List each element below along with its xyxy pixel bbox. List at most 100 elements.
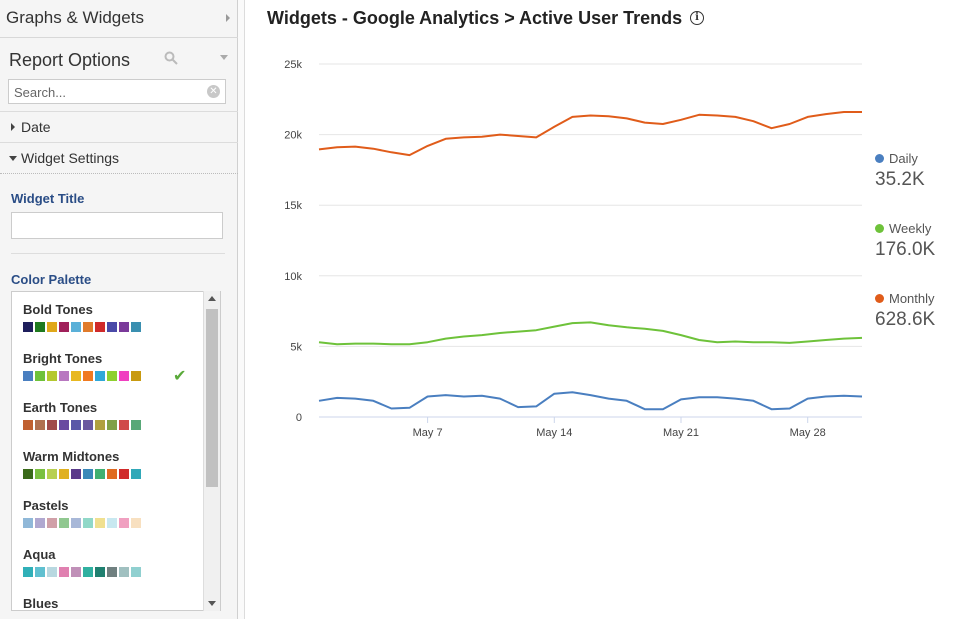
- color-swatch: [83, 567, 93, 577]
- clear-search-icon[interactable]: ✕: [207, 85, 220, 98]
- series-line-daily: [318, 391, 863, 411]
- section-widget-settings-label: Widget Settings: [21, 150, 120, 166]
- color-swatch: [131, 567, 141, 577]
- series-line-weekly: [318, 321, 863, 346]
- legend-dot-icon: [875, 224, 884, 233]
- scroll-up-icon[interactable]: [208, 296, 216, 301]
- palette-swatches: [23, 469, 141, 479]
- chevron-down-icon[interactable]: [220, 55, 228, 60]
- color-swatch: [71, 322, 81, 332]
- info-icon[interactable]: i: [690, 11, 704, 25]
- color-swatch: [107, 371, 117, 381]
- search-box: ✕: [8, 79, 226, 104]
- palette-name: Bright Tones: [23, 351, 103, 366]
- palette-option[interactable]: Warm Midtones: [23, 449, 141, 479]
- palette-option[interactable]: Bold Tones: [23, 302, 141, 332]
- palette-swatches: [23, 371, 141, 381]
- color-swatch: [23, 371, 33, 381]
- legend-label-row: Monthly: [875, 291, 935, 306]
- graphs-widgets-header[interactable]: Graphs & Widgets: [0, 0, 238, 38]
- search-icon[interactable]: [164, 51, 178, 65]
- palette-swatches: [23, 420, 141, 430]
- palette-name: Earth Tones: [23, 400, 98, 415]
- color-swatch: [95, 469, 105, 479]
- color-swatch: [35, 567, 45, 577]
- legend-series-name: Weekly: [889, 221, 932, 236]
- expand-arrow-icon[interactable]: [226, 14, 230, 22]
- x-tick-label: May 28: [790, 427, 826, 439]
- color-swatch: [95, 567, 105, 577]
- y-tick-label: 0: [296, 412, 302, 424]
- section-date-label: Date: [21, 119, 51, 135]
- color-swatch: [47, 371, 57, 381]
- color-swatch: [71, 469, 81, 479]
- palette-swatches: [23, 322, 141, 332]
- palette-name: Bold Tones: [23, 302, 93, 317]
- color-swatch: [23, 322, 33, 332]
- color-swatch: [35, 371, 45, 381]
- scroll-down-icon[interactable]: [208, 601, 216, 606]
- search-input[interactable]: [14, 83, 199, 101]
- y-tick-label: 25k: [284, 59, 302, 71]
- color-swatch: [35, 469, 45, 479]
- color-swatch: [107, 322, 117, 332]
- color-swatch: [107, 420, 117, 430]
- legend-dot-icon: [875, 294, 884, 303]
- color-swatch: [59, 371, 69, 381]
- divider: [0, 173, 238, 174]
- graphs-widgets-title: Graphs & Widgets: [6, 8, 144, 27]
- color-swatch: [71, 518, 81, 528]
- color-swatch: [23, 567, 33, 577]
- palette-option[interactable]: Bright Tones ✔: [23, 351, 186, 385]
- color-swatch: [95, 420, 105, 430]
- color-palette-label: Color Palette: [11, 272, 92, 287]
- color-swatch: [71, 567, 81, 577]
- color-swatch: [35, 420, 45, 430]
- scrollbar-thumb[interactable]: [206, 309, 218, 487]
- palette-option[interactable]: Aqua: [23, 547, 141, 577]
- palette-swatches: [23, 567, 141, 577]
- color-swatch: [119, 518, 129, 528]
- y-tick-label: 10k: [284, 271, 302, 283]
- legend-label-row: Daily: [875, 151, 925, 166]
- legend-series-name: Monthly: [889, 291, 935, 306]
- color-swatch: [83, 420, 93, 430]
- y-tick-label: 15k: [284, 200, 302, 212]
- color-swatch: [23, 518, 33, 528]
- color-swatch: [119, 322, 129, 332]
- palette-option[interactable]: Earth Tones: [23, 400, 141, 430]
- color-swatch: [71, 371, 81, 381]
- legend-series-name: Daily: [889, 151, 918, 166]
- color-swatch: [47, 469, 57, 479]
- palette-option[interactable]: Pastels: [23, 498, 141, 528]
- palette-name: Aqua: [23, 547, 56, 562]
- section-widget-settings[interactable]: Widget Settings: [0, 142, 238, 173]
- color-swatch: [107, 567, 117, 577]
- legend-dot-icon: [875, 154, 884, 163]
- color-swatch: [59, 469, 69, 479]
- legend-series-total: 35.2K: [875, 169, 925, 190]
- color-swatch: [23, 469, 33, 479]
- report-options-sidebar: Graphs & Widgets Report Options ✕ Date W…: [0, 0, 238, 619]
- active-user-trends-chart: 25k 20k 15k 10k 5k 0 May 7 May 14 May 21 May 28: [284, 59, 863, 439]
- legend-item-daily[interactable]: Daily 35.2K: [875, 151, 925, 191]
- color-swatch: [95, 371, 105, 381]
- report-options-title: Report Options: [9, 50, 131, 70]
- report-options-header: Report Options: [0, 38, 238, 78]
- x-tick-label: May 14: [536, 427, 572, 439]
- palette-scrollbar[interactable]: [203, 291, 220, 611]
- color-swatch: [119, 371, 129, 381]
- legend-item-monthly[interactable]: Monthly 628.6K: [875, 291, 935, 331]
- sidebar-resize-handle[interactable]: [238, 0, 245, 619]
- palette-option[interactable]: Blues: [23, 596, 58, 610]
- legend-series-total: 176.0K: [875, 239, 936, 260]
- color-swatch: [131, 469, 141, 479]
- legend-item-weekly[interactable]: Weekly 176.0K: [875, 221, 935, 261]
- color-swatch: [59, 518, 69, 528]
- section-date[interactable]: Date: [0, 111, 238, 142]
- color-swatch: [47, 518, 57, 528]
- widget-title-input[interactable]: [11, 212, 223, 239]
- color-palette-list[interactable]: Bold Tones Bright Tones ✔ Earth Tones Warm M…: [11, 291, 221, 611]
- color-swatch: [83, 371, 93, 381]
- color-swatch: [131, 371, 141, 381]
